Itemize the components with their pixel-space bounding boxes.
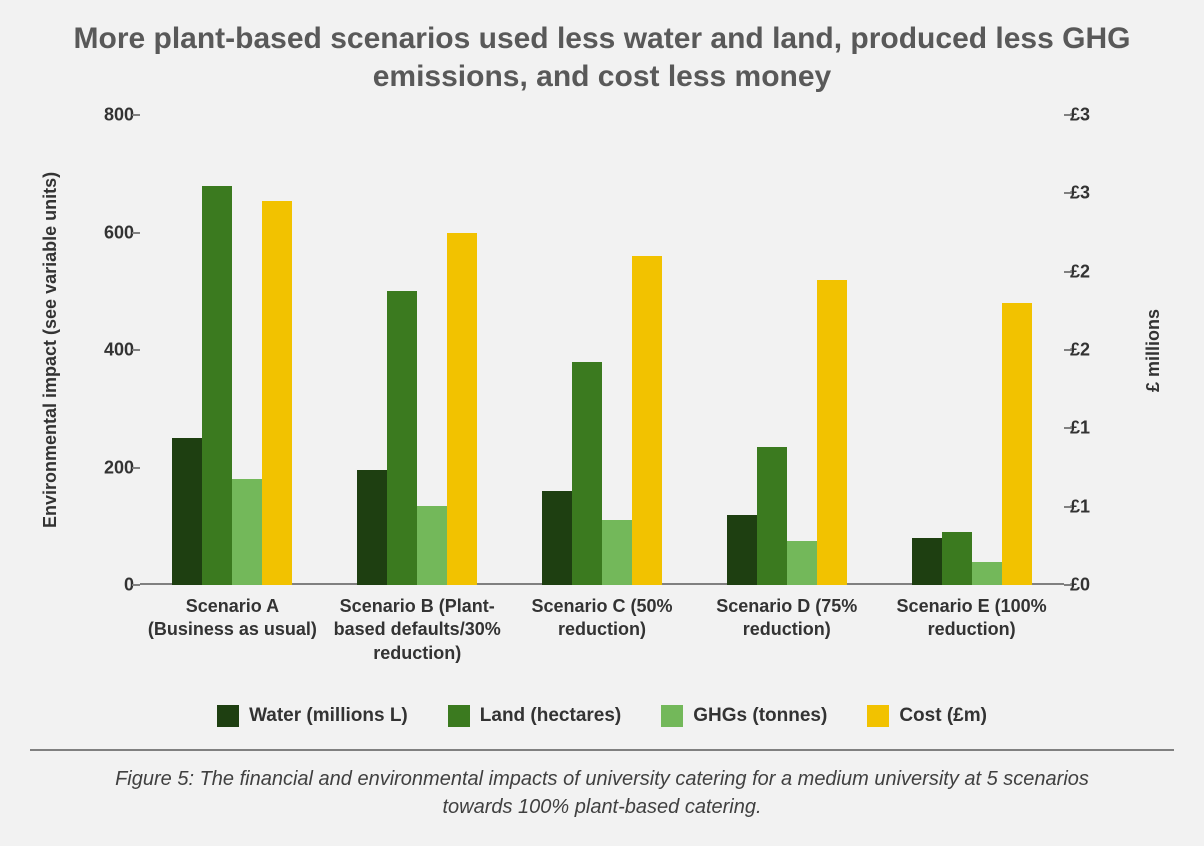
legend-swatch xyxy=(661,705,683,727)
bar-land xyxy=(387,291,417,585)
y-right-tick-mark xyxy=(1064,584,1072,586)
bar-ghg xyxy=(602,520,632,585)
bar-land xyxy=(572,362,602,585)
legend-item-cost: Cost (£m) xyxy=(867,705,987,727)
bar-group xyxy=(694,115,879,585)
legend-label: GHGs (tonnes) xyxy=(693,705,827,727)
bar-cost xyxy=(632,256,662,585)
bar-group xyxy=(879,115,1064,585)
y-axis-left-label: Environmental impact (see variable units… xyxy=(40,115,61,585)
bar-group xyxy=(510,115,695,585)
y-left-tick: 200 xyxy=(84,457,134,478)
y-right-tick: £3 xyxy=(1070,105,1114,126)
x-tick-label: Scenario C (50% reduction) xyxy=(510,595,695,665)
bar-cost xyxy=(817,280,847,586)
legend-label: Land (hectares) xyxy=(480,705,621,727)
y-left-tick: 400 xyxy=(84,340,134,361)
x-tick-label: Scenario E (100% reduction) xyxy=(879,595,1064,665)
legend-swatch xyxy=(867,705,889,727)
legend-swatch xyxy=(217,705,239,727)
bar-water xyxy=(357,470,387,585)
y-left-tick-mark xyxy=(132,349,140,351)
bar-ghg xyxy=(417,506,447,585)
y-right-tick: £3 xyxy=(1070,183,1114,204)
y-left-tick-mark xyxy=(132,114,140,116)
bar-water xyxy=(912,538,942,585)
chart-area: Environmental impact (see variable units… xyxy=(70,115,1134,585)
y-left-tick-mark xyxy=(132,584,140,586)
y-left-tick-mark xyxy=(132,467,140,469)
legend-label: Water (millions L) xyxy=(249,705,408,727)
y-right-tick-mark xyxy=(1064,349,1072,351)
legend-label: Cost (£m) xyxy=(899,705,987,727)
legend-item-water: Water (millions L) xyxy=(217,705,408,727)
legend-item-land: Land (hectares) xyxy=(448,705,621,727)
y-right-tick-mark xyxy=(1064,192,1072,194)
y-axis-right-label: £ millions xyxy=(1143,115,1164,585)
y-left-tick: 600 xyxy=(84,222,134,243)
y-right-tick: £1 xyxy=(1070,496,1114,517)
bar-land xyxy=(942,532,972,585)
figure-container: More plant-based scenarios used less wat… xyxy=(30,20,1174,821)
bar-ghg xyxy=(972,562,1002,586)
y-right-tick: £2 xyxy=(1070,340,1114,361)
legend-swatch xyxy=(448,705,470,727)
caption-area: Figure 5: The financial and environmenta… xyxy=(30,749,1174,821)
legend-item-ghg: GHGs (tonnes) xyxy=(661,705,827,727)
bar-water xyxy=(172,438,202,585)
y-right-tick-mark xyxy=(1064,114,1072,116)
y-left-tick: 800 xyxy=(84,105,134,126)
y-left-tick: 0 xyxy=(84,575,134,596)
x-tick-label: Scenario A (Business as usual) xyxy=(140,595,325,665)
y-right-tick-mark xyxy=(1064,427,1072,429)
bar-ghg xyxy=(787,541,817,585)
bar-group xyxy=(140,115,325,585)
bar-water xyxy=(542,491,572,585)
bar-land xyxy=(202,186,232,586)
y-right-tick: £1 xyxy=(1070,418,1114,439)
y-right-tick-mark xyxy=(1064,271,1072,273)
x-axis-labels: Scenario A (Business as usual)Scenario B… xyxy=(140,595,1064,665)
y-right-tick: £2 xyxy=(1070,261,1114,282)
bar-group xyxy=(325,115,510,585)
bar-cost xyxy=(1002,303,1032,585)
y-right-tick-mark xyxy=(1064,506,1072,508)
x-tick-label: Scenario D (75% reduction) xyxy=(694,595,879,665)
plot-area: 0200400600800 £0£1£1£2£2£3£3 xyxy=(140,115,1064,585)
chart-title: More plant-based scenarios used less wat… xyxy=(30,20,1174,95)
bar-water xyxy=(727,515,757,586)
bar-groups xyxy=(140,115,1064,585)
y-left-tick-mark xyxy=(132,232,140,234)
bar-cost xyxy=(447,233,477,586)
bar-ghg xyxy=(232,479,262,585)
y-right-tick: £0 xyxy=(1070,575,1114,596)
figure-caption: Figure 5: The financial and environmenta… xyxy=(30,765,1174,821)
x-tick-label: Scenario B (Plant-based defaults/30% red… xyxy=(325,595,510,665)
bar-land xyxy=(757,447,787,585)
bar-cost xyxy=(262,201,292,585)
legend: Water (millions L) Land (hectares) GHGs (t… xyxy=(30,705,1174,727)
